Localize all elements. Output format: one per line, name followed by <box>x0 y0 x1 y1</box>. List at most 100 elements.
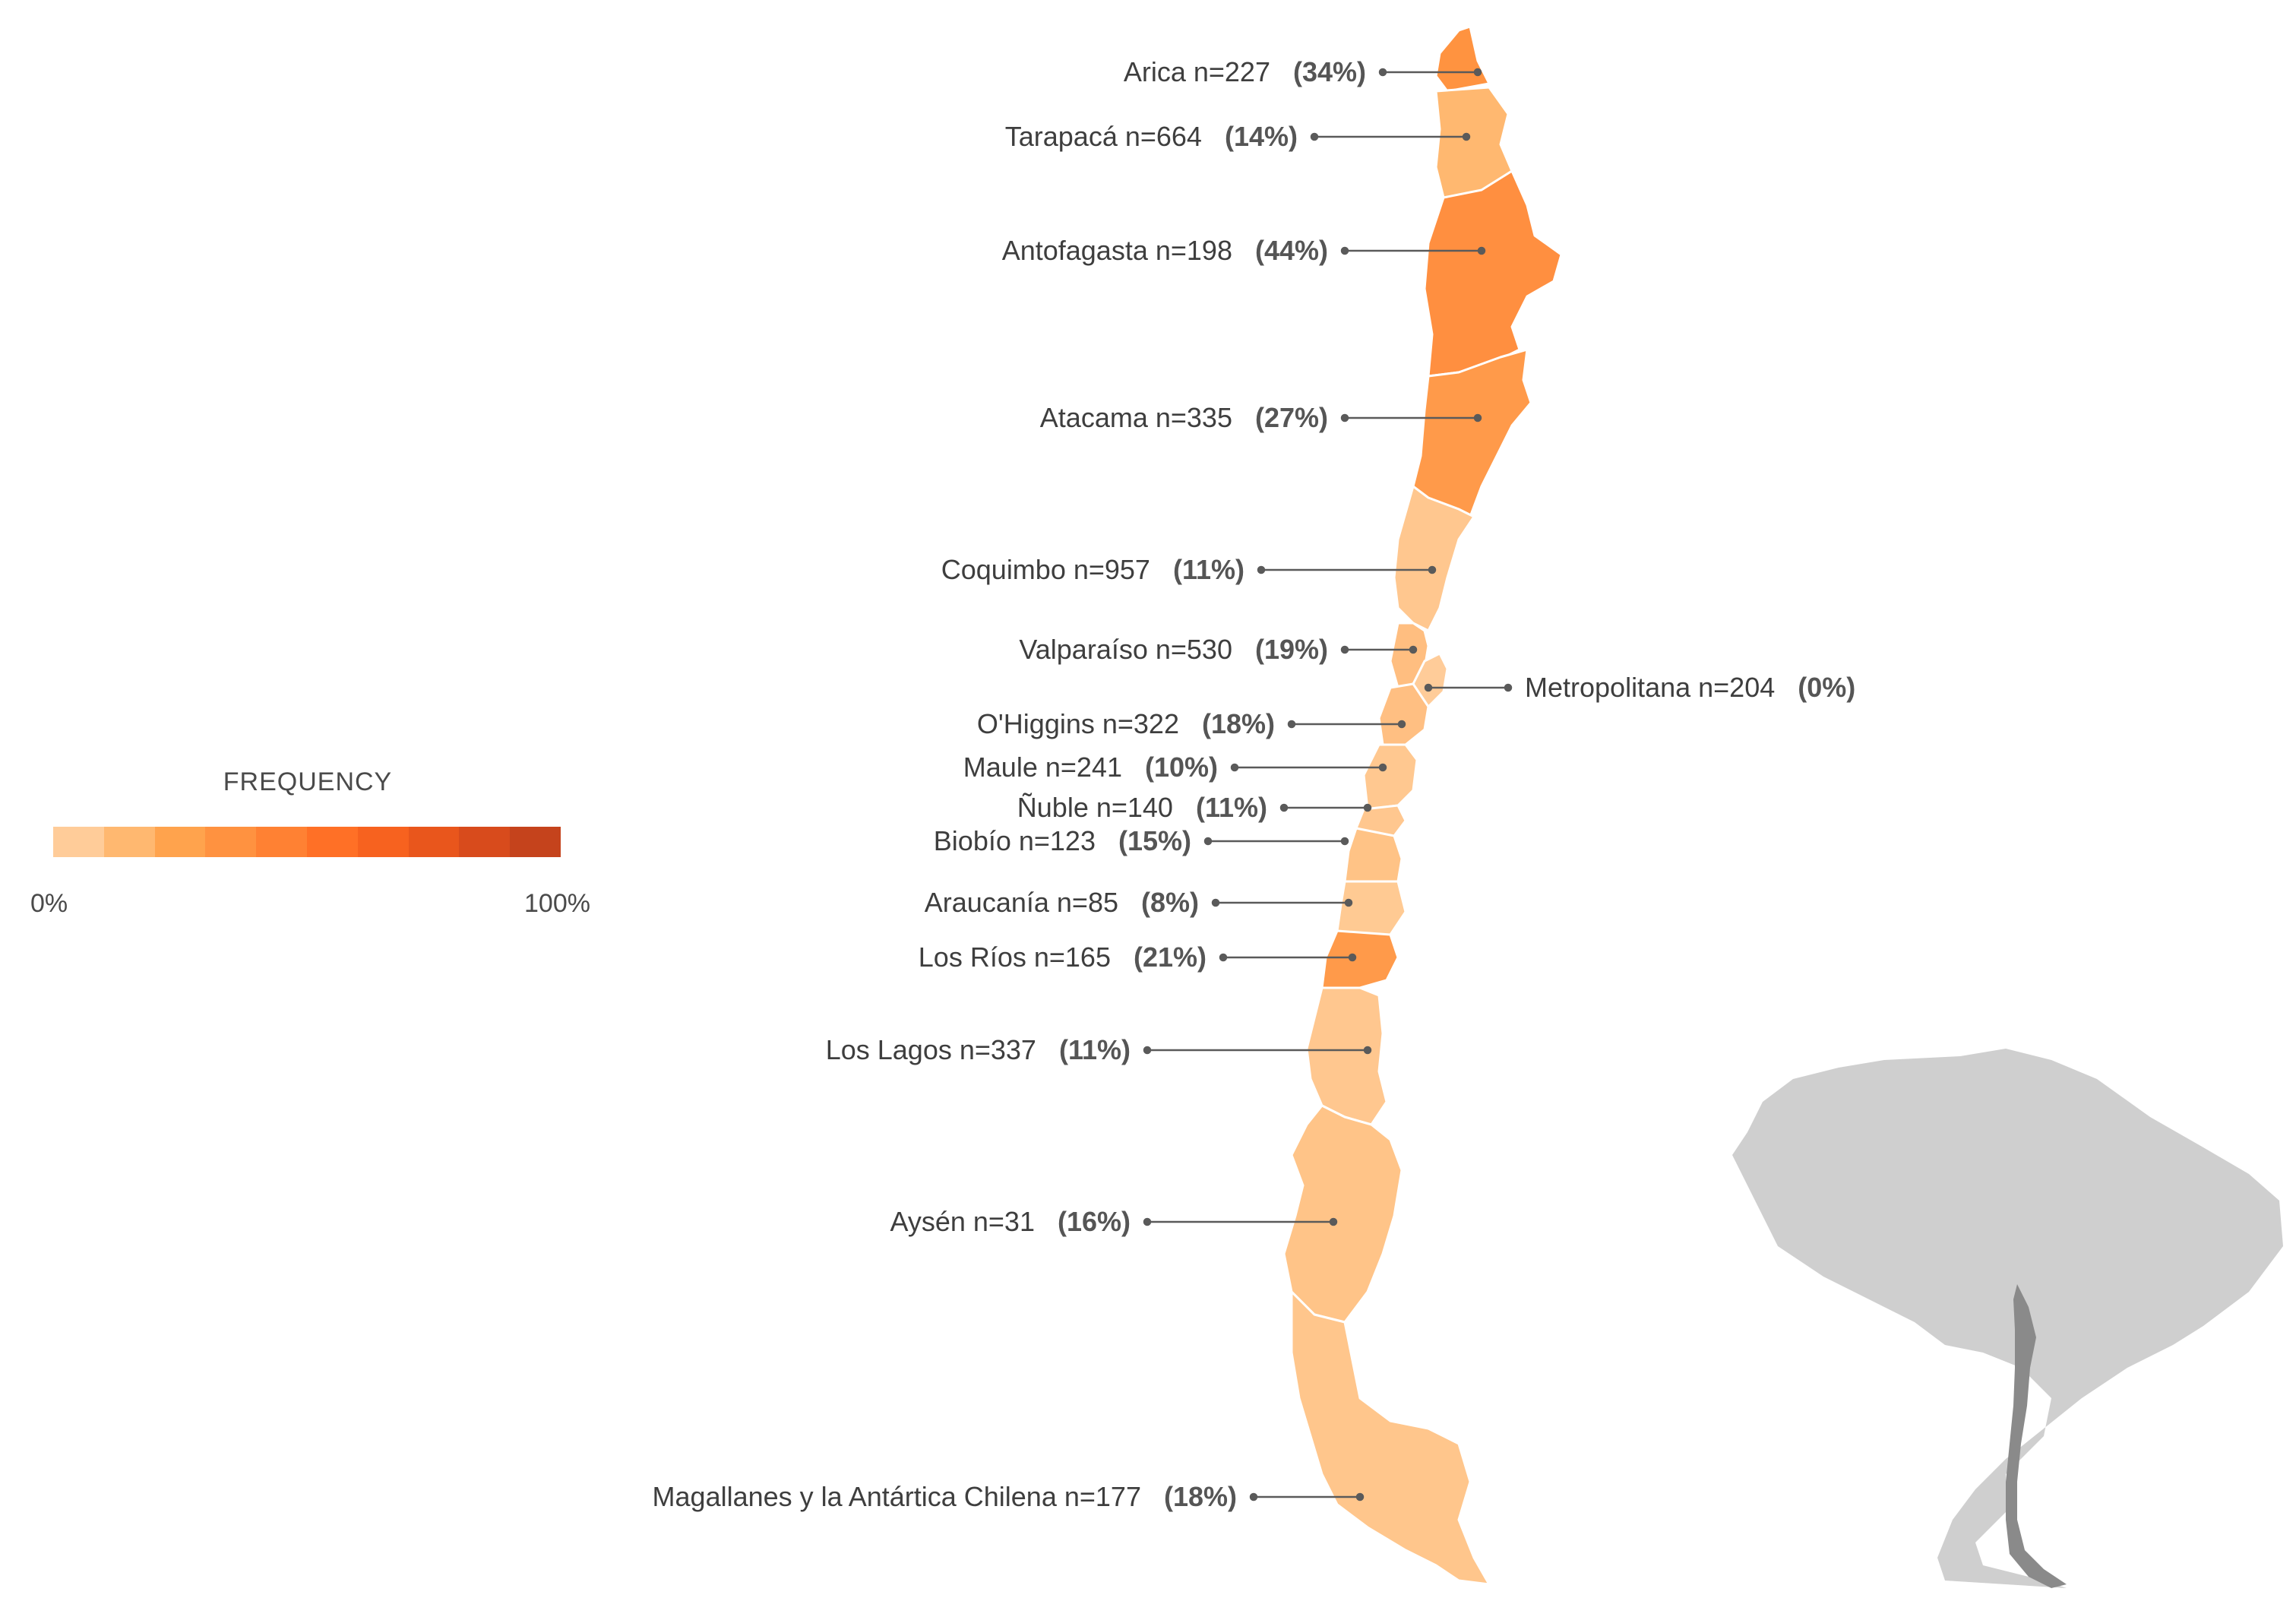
region-label-percent: (18%) <box>1163 1481 1237 1512</box>
region-label-valpara-so: Valparaíso n=530 (19%) <box>1019 627 1328 672</box>
legend-swatch-7 <box>357 827 409 857</box>
region-label-biob-o: Biobío n=123 (15%) <box>934 818 1191 864</box>
leader-dot--uble-label <box>1279 803 1289 812</box>
leader-dot-araucan-a-label <box>1211 898 1220 907</box>
leader-dot-ays-n-map <box>1329 1217 1338 1226</box>
region-label-name: Coquimbo n=957 <box>941 554 1150 585</box>
leader-dot-los-r-os-label <box>1219 953 1228 962</box>
region-label-name: Arica n=227 <box>1123 56 1270 87</box>
region-magallanes-y-la-ant-rtica-chilena <box>1290 1290 1491 1586</box>
leader-dot-arica-map <box>1473 68 1482 77</box>
leader-dot-antofagasta-map <box>1477 246 1486 255</box>
leader-dot-arica-label <box>1378 68 1387 77</box>
legend-swatch-1 <box>53 827 104 857</box>
region-label-percent: (10%) <box>1144 752 1218 783</box>
leader-dot-metropolitana-label <box>1504 683 1513 692</box>
region-label-magallanes-y-la-ant-rtica-chilena: Magallanes y la Antártica Chilena n=177 (… <box>653 1474 1237 1520</box>
leader-dot-los-r-os-map <box>1348 953 1357 962</box>
legend-color-scale <box>53 827 561 857</box>
region-label-percent: (11%) <box>1172 554 1244 585</box>
region-label-name: Aysén n=31 <box>890 1206 1035 1237</box>
region-maule <box>1362 743 1418 811</box>
leader-dot-o-higgins-label <box>1287 720 1296 729</box>
region-label-los-r-os: Los Ríos n=165 (21%) <box>919 935 1207 980</box>
leader-dot-valpara-so-label <box>1340 645 1349 654</box>
region-coquimbo <box>1393 485 1475 632</box>
region-label-name: Los Ríos n=165 <box>918 941 1111 973</box>
region-label-name: Metropolitana n=204 <box>1525 672 1776 703</box>
region-label-percent: (11%) <box>1058 1034 1131 1065</box>
region-label-percent: (16%) <box>1057 1206 1131 1237</box>
legend-swatch-2 <box>103 827 155 857</box>
leader-dot-atacama-label <box>1340 413 1349 422</box>
region-label--uble: Ñuble n=140 (11%) <box>1017 785 1267 831</box>
leader-dot-los-lagos-map <box>1363 1046 1372 1055</box>
region-label-name: Tarapacá n=664 <box>1004 121 1202 152</box>
region-label-name: Los Lagos n=337 <box>825 1034 1036 1065</box>
region-label-name: Araucanía n=85 <box>924 887 1118 918</box>
region-label-name: Atacama n=335 <box>1039 402 1232 433</box>
region-o-higgins <box>1377 682 1430 746</box>
region-label-percent: (0%) <box>1798 672 1856 703</box>
leader-dot-atacama-map <box>1473 413 1482 422</box>
region-label-name: Valparaíso n=530 <box>1019 634 1232 665</box>
legend-swatch-3 <box>154 827 206 857</box>
legend-swatch-6 <box>306 827 358 857</box>
region-label-metropolitana: Metropolitana n=204 (0%) <box>1525 665 1855 710</box>
leader-dot-antofagasta-label <box>1340 246 1349 255</box>
region-label-percent: (15%) <box>1118 825 1191 856</box>
region-label-name: Antofagasta n=198 <box>1001 235 1232 266</box>
leader-dot-los-lagos-label <box>1143 1046 1152 1055</box>
region-label-maule: Maule n=241 (10%) <box>963 745 1218 790</box>
region-label-ays-n: Aysén n=31 (16%) <box>890 1199 1131 1245</box>
leader-dot-biob-o-label <box>1203 837 1213 846</box>
leader-dot-coquimbo-map <box>1428 565 1437 574</box>
leader-dot--uble-map <box>1363 803 1372 812</box>
leader-dot-tarapac-label <box>1310 132 1319 141</box>
legend-swatch-5 <box>256 827 307 857</box>
region-label-percent: (11%) <box>1195 792 1267 823</box>
leader-dot-maule-label <box>1230 763 1239 772</box>
region-antofagasta <box>1423 169 1563 378</box>
region-label-percent: (8%) <box>1140 887 1199 918</box>
region-atacama <box>1412 348 1532 518</box>
legend-title: FREQUENCY <box>223 767 393 796</box>
region-label-name: Maule n=241 <box>963 752 1122 783</box>
region-label-los-lagos: Los Lagos n=337 (11%) <box>826 1027 1131 1073</box>
chile-highlight <box>2006 1284 2067 1588</box>
leader-dot-o-higgins-map <box>1397 720 1406 729</box>
legend-swatch-10 <box>510 827 561 857</box>
region-label-name: Ñuble n=140 <box>1017 792 1173 823</box>
region-label-name: Biobío n=123 <box>933 825 1096 856</box>
south-america-continent <box>1732 1049 2283 1588</box>
region-label-tarapac: Tarapacá n=664 (14%) <box>1005 114 1298 160</box>
region-label-antofagasta: Antofagasta n=198 (44%) <box>1002 228 1328 274</box>
region-label-percent: (14%) <box>1224 121 1298 152</box>
region-label-name: Magallanes y la Antártica Chilena n=177 <box>652 1481 1141 1512</box>
region-label-percent: (19%) <box>1254 634 1328 665</box>
region-label-percent: (21%) <box>1133 941 1207 973</box>
leader-dot-magallanes-y-la-ant-rtica-chilena-map <box>1355 1492 1365 1501</box>
legend-swatch-8 <box>408 827 460 857</box>
leader-dot-magallanes-y-la-ant-rtica-chilena-label <box>1249 1492 1258 1501</box>
leader-dot-biob-o-map <box>1340 837 1349 846</box>
leader-dot-tarapac-map <box>1462 132 1471 141</box>
leader-dot-valpara-so-map <box>1409 645 1418 654</box>
region-label-coquimbo: Coquimbo n=957 (11%) <box>941 547 1244 593</box>
leader-dot-araucan-a-map <box>1344 898 1353 907</box>
region-label-arica: Arica n=227 (34%) <box>1124 49 1366 95</box>
leader-dot-metropolitana-map <box>1424 683 1433 692</box>
region-los-r-os <box>1320 929 1399 989</box>
leader-dot-maule-map <box>1378 763 1387 772</box>
region-label-o-higgins: O'Higgins n=322 (18%) <box>977 701 1275 747</box>
legend-max-label: 100% <box>524 889 590 918</box>
legend-swatch-4 <box>205 827 257 857</box>
region-label-percent: (34%) <box>1292 56 1366 87</box>
region-label-araucan-a: Araucanía n=85 (8%) <box>925 880 1199 926</box>
leader-dot-coquimbo-label <box>1257 565 1266 574</box>
region-label-percent: (44%) <box>1254 235 1328 266</box>
legend-min-label: 0% <box>30 889 68 918</box>
